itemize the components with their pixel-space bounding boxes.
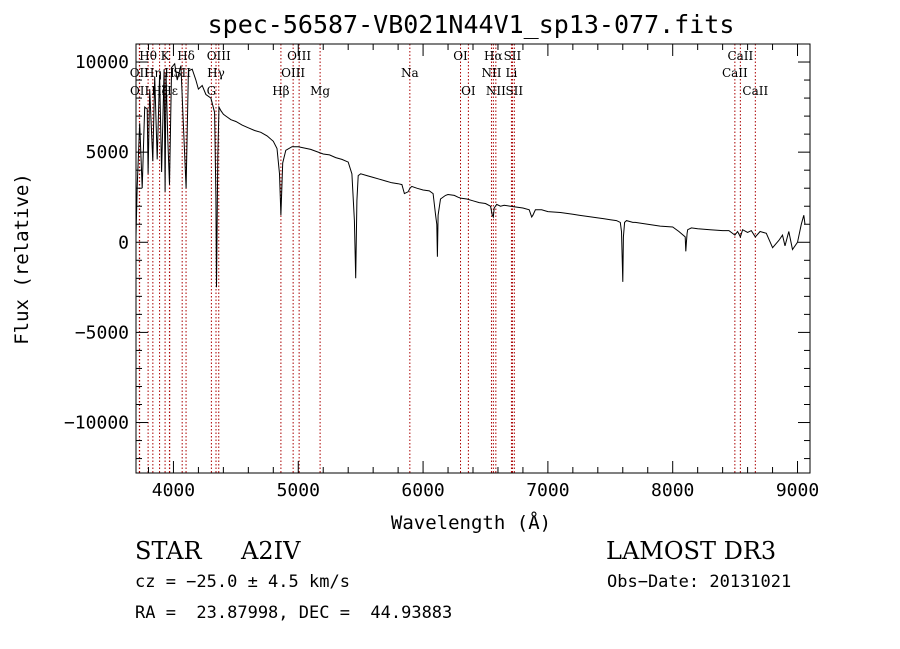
x-tick-label: 9000 bbox=[776, 480, 819, 501]
spectral-line-label: G bbox=[207, 84, 217, 98]
spectral-line-label: Hδ bbox=[177, 49, 195, 63]
spectral-line-label: OIII bbox=[287, 49, 311, 63]
x-tick-label: 4000 bbox=[152, 480, 195, 501]
spectral-line-label: SII bbox=[173, 66, 191, 80]
spectral-line-label: Hγ bbox=[207, 66, 225, 80]
spectral-line-label: CaII bbox=[742, 84, 768, 98]
spectral-line-label: Hθ bbox=[139, 49, 157, 63]
spectral-line-label: OI bbox=[461, 84, 476, 98]
x-tick-label: 5000 bbox=[277, 480, 320, 501]
y-tick-label: −5000 bbox=[75, 322, 129, 343]
spectral-line-label: Hζ bbox=[151, 84, 168, 98]
object-subclass: A2IV bbox=[241, 537, 301, 565]
coordinates-readout: RA = 23.87998, DEC = 44.93883 bbox=[135, 603, 453, 623]
spectral-line-label: Na bbox=[401, 66, 419, 80]
y-tick-label: −10000 bbox=[64, 413, 129, 434]
spectral-line-labels: HθOIIOIIHηHζKHHεSIIHδGOIIIHγHβOIIIOIIIMg… bbox=[130, 49, 769, 98]
y-axis-label: Flux (relative) bbox=[11, 173, 33, 345]
spectral-line-label: OII bbox=[130, 66, 150, 80]
spectral-line-markers bbox=[138, 44, 756, 473]
y-tick-label: 0 bbox=[118, 232, 129, 253]
spectral-line-label: SII bbox=[504, 49, 522, 63]
spectral-line-label: OII bbox=[130, 84, 150, 98]
x-tick-label: 7000 bbox=[526, 480, 569, 501]
object-class: STAR bbox=[135, 537, 202, 565]
spectrum-line bbox=[135, 62, 806, 288]
plot-axes: 4000 5000 6000 7000 8000 9000 −10000 −5000 0 5000… bbox=[64, 43, 819, 501]
spectral-line-label: OIII bbox=[207, 49, 231, 63]
spectral-line-label: Mg bbox=[310, 84, 330, 98]
spectral-line-label: H bbox=[164, 66, 174, 80]
spectral-line-label: NII bbox=[481, 66, 501, 80]
x-tick-label: 6000 bbox=[401, 480, 444, 501]
redshift-readout: cz = −25.0 ± 4.5 km/s bbox=[135, 572, 350, 592]
spectral-line-label: Hβ bbox=[272, 84, 289, 98]
spectral-line-label: CaII bbox=[722, 66, 748, 80]
observation-date: Obs−Date: 20131021 bbox=[607, 572, 792, 592]
spectrum-chart: spec-56587-VB021N44V1_sp13-077.fits 4000… bbox=[11, 10, 819, 534]
y-tick-label: 10000 bbox=[75, 52, 129, 73]
spectral-line-label: OIII bbox=[281, 66, 305, 80]
x-axis-label: Wavelength (Å) bbox=[391, 511, 551, 534]
spectral-line-label: Li bbox=[506, 66, 518, 80]
plot-frame bbox=[135, 43, 811, 474]
survey-name: LAMOST DR3 bbox=[606, 537, 777, 565]
spectral-line-label: Hη bbox=[144, 66, 162, 80]
y-tick-label: 5000 bbox=[86, 142, 129, 163]
spectral-line-label: K bbox=[161, 49, 171, 63]
spectral-line-label: SII bbox=[505, 84, 523, 98]
spectral-line-label: Hε bbox=[161, 84, 178, 98]
spectral-line-label: OI bbox=[453, 49, 468, 63]
spectral-line-label: Hα bbox=[484, 49, 503, 63]
x-tick-label: 8000 bbox=[651, 480, 694, 501]
chart-title: spec-56587-VB021N44V1_sp13-077.fits bbox=[208, 10, 735, 39]
spectral-line-label: NII bbox=[486, 84, 506, 98]
spectral-line-label: CaII bbox=[727, 49, 753, 63]
